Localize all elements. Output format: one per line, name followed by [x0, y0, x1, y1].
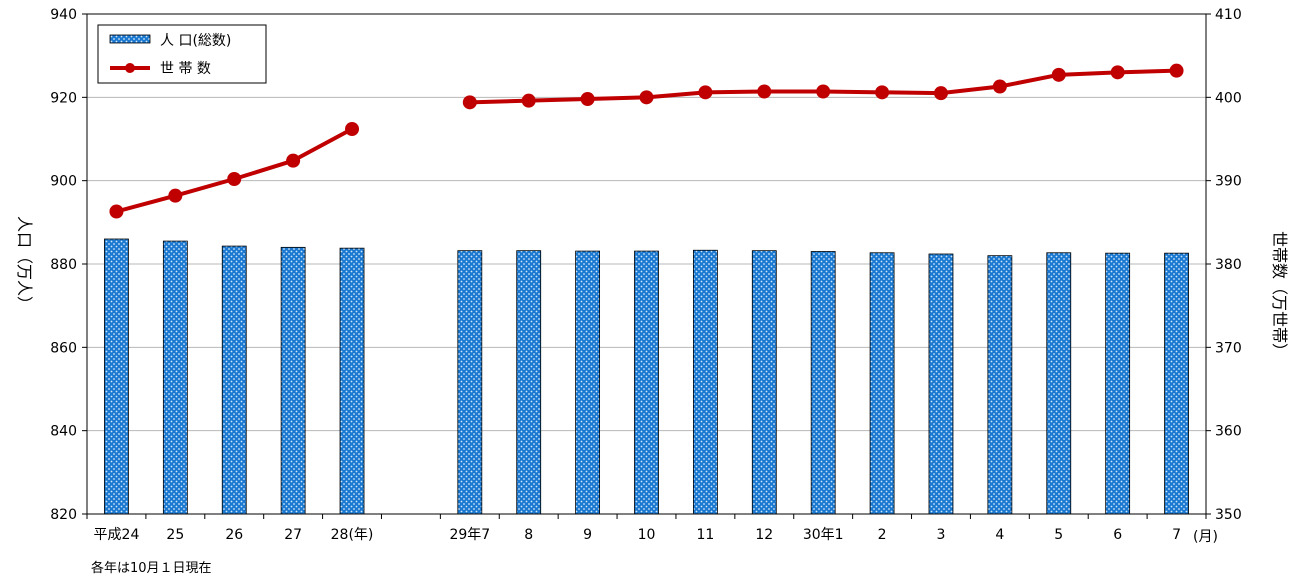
population-bar [987, 255, 1013, 515]
left-tick-label: 880 [50, 257, 77, 273]
x-tick-label: 27 [284, 527, 302, 543]
households-point [227, 172, 242, 186]
left-tick-label: 820 [50, 507, 77, 523]
population-bar [869, 252, 895, 515]
x-tick-label: 3 [937, 527, 946, 543]
x-tick-label: 10 [638, 527, 656, 543]
population-bar [104, 238, 129, 515]
households-point [639, 90, 654, 105]
right-axis-title: 世帯数（万世帯） [1270, 231, 1289, 359]
x-unit-label: (月) [1193, 529, 1218, 545]
x-tick-label: 4 [995, 527, 1004, 543]
households-point [286, 153, 301, 168]
households-point [1169, 63, 1184, 78]
population-bar [751, 250, 777, 515]
left-tick-label: 900 [50, 174, 77, 190]
population-bar [810, 251, 836, 515]
x-tick-label: 6 [1113, 527, 1122, 543]
right-tick-label: 390 [1215, 174, 1242, 190]
households-point [1110, 65, 1125, 80]
population-bar [1164, 252, 1189, 515]
population-bar [575, 250, 601, 515]
legend-label-households: 世 帯 数 [160, 61, 211, 77]
households-point [1051, 67, 1066, 82]
x-tick-label: 26 [225, 527, 243, 543]
footnote: 各年は10月１日現在 [91, 560, 212, 576]
population-bar [1105, 252, 1131, 515]
left-tick-label: 860 [50, 340, 77, 356]
right-tick-label: 360 [1215, 424, 1242, 440]
right-tick-label: 410 [1215, 7, 1242, 23]
households-point [521, 93, 536, 108]
households-line [115, 127, 353, 214]
x-tick-label: 2 [878, 527, 887, 543]
legend-label-population: 人 口(総数) [160, 33, 231, 49]
population-bar [634, 250, 659, 515]
x-tick-label: 30年1 [803, 527, 844, 543]
x-tick-label: 29年7 [449, 527, 490, 543]
x-tick-label: 25 [166, 527, 184, 543]
x-tick-label: 11 [696, 527, 714, 543]
households-point [168, 188, 183, 203]
population-bar [1046, 252, 1072, 515]
legend: 人 口(総数) 世 帯 数 [97, 24, 267, 84]
right-tick-label: 400 [1215, 90, 1242, 106]
population-bar [516, 250, 542, 515]
population-bar [280, 246, 306, 515]
population-bar [221, 245, 247, 515]
x-tick-label: 平成24 [94, 527, 140, 543]
left-tick-label: 940 [50, 7, 77, 23]
right-tick-label: 350 [1215, 507, 1242, 523]
households-point [698, 85, 713, 100]
x-tick-label: 9 [583, 527, 592, 543]
households-point [580, 92, 595, 106]
legend-marker-swatch [125, 63, 135, 73]
households-point [109, 204, 124, 219]
x-axis-ticks: 平成24 25 26 27 28(年) 29年7 8 9 10 11 12 30年1 2 3 4 5 6 7 [86, 514, 1207, 543]
population-bar [339, 247, 365, 515]
households-point [816, 84, 831, 99]
households-point [757, 84, 772, 99]
population-bar [162, 240, 188, 515]
population-bar [692, 249, 718, 515]
right-axis-ticks: 350 360 370 380 390 400 410 [1206, 7, 1242, 523]
line-series [109, 63, 1184, 219]
population-bar [457, 250, 483, 515]
x-tick-label: 5 [1054, 527, 1063, 543]
households-point [992, 79, 1007, 94]
left-tick-label: 840 [50, 424, 77, 440]
households-point [875, 85, 890, 100]
households-point [345, 122, 360, 136]
left-axis-ticks: 820 840 860 880 900 920 940 [50, 7, 87, 523]
left-tick-label: 920 [50, 90, 77, 106]
households-point [933, 86, 948, 101]
population-bar [928, 253, 954, 515]
x-tick-label: 7 [1172, 527, 1181, 543]
x-tick-label: 12 [755, 527, 773, 543]
x-tick-label: 8 [524, 527, 533, 543]
left-axis-title: 人口（万人） [15, 216, 34, 312]
right-tick-label: 370 [1215, 340, 1242, 356]
legend-bar-swatch [109, 34, 151, 44]
legend-box [97, 24, 267, 84]
households-point [462, 95, 477, 110]
right-tick-label: 380 [1215, 257, 1242, 273]
bar-series [104, 238, 1189, 515]
x-tick-label: 28(年) [331, 527, 374, 543]
